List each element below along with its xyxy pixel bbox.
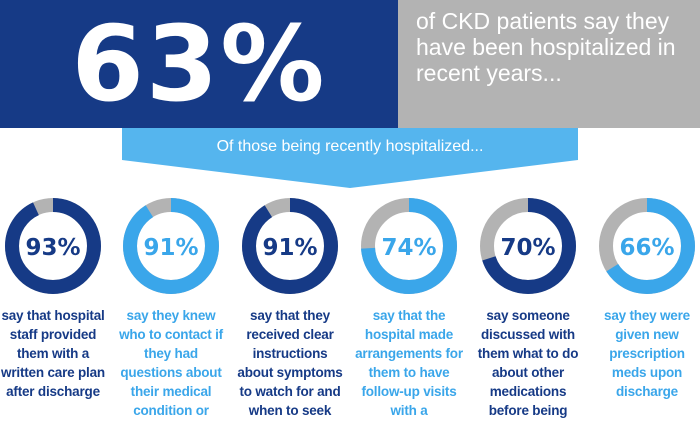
donut-value-3: 91%: [262, 235, 317, 261]
stat-descriptions: say that hospital staff provided them wi…: [0, 306, 700, 441]
donut-value-5: 70%: [500, 235, 555, 261]
stat-description-4: say that the hospital made arrangements …: [353, 306, 465, 420]
donut-value-6: 66%: [619, 235, 674, 261]
donut-value-4: 74%: [381, 235, 436, 261]
hero-stat: 63%: [72, 12, 327, 116]
banner-text: Of those being recently hospitalized...: [150, 137, 550, 157]
stat-description-5: say someone discussed with them what to …: [472, 306, 584, 420]
stat-description-6: say they were given new prescription med…: [591, 306, 700, 401]
hero-text: of CKD patients say they have been hospi…: [416, 8, 696, 86]
donut-value-2: 91%: [143, 235, 198, 261]
hero-stat-panel: 63%: [0, 0, 398, 128]
hero-text-panel: of CKD patients say they have been hospi…: [398, 0, 700, 128]
donut-value-1: 93%: [25, 235, 80, 261]
stat-description-1: say that hospital staff provided them wi…: [0, 306, 109, 401]
stat-description-3: say that they received clear instruction…: [234, 306, 346, 420]
stat-description-2: say they knew who to contact if they had…: [115, 306, 227, 420]
donut-rings: 93% 91% 91% 74% 70% 66%: [0, 198, 700, 303]
